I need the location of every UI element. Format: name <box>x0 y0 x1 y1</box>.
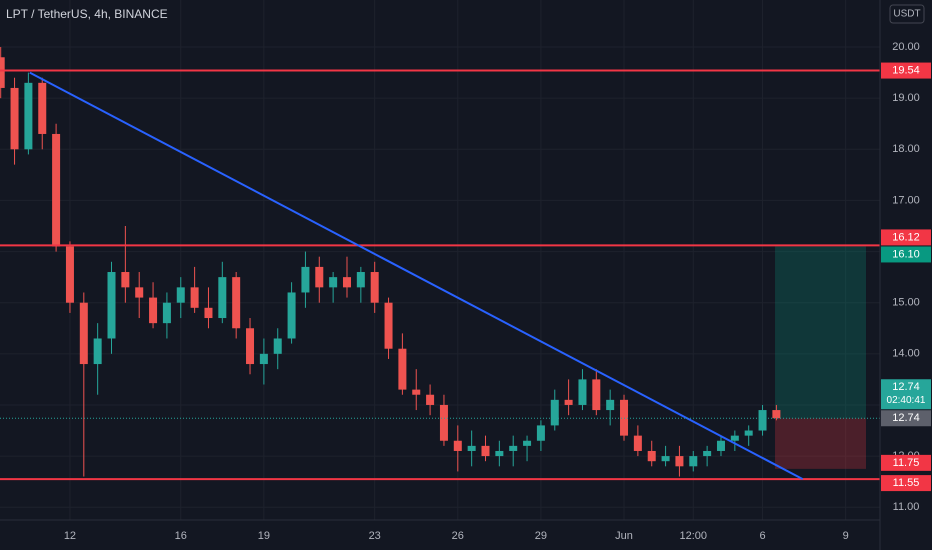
y-tick-label: 15.00 <box>892 297 920 309</box>
currency-box[interactable] <box>889 4 925 24</box>
candle-body <box>356 272 365 288</box>
candle-body <box>536 425 545 441</box>
countdown: 02:40:41 <box>887 395 926 406</box>
candle-body <box>509 445 518 451</box>
candle-body <box>550 399 559 426</box>
candle-body <box>315 266 324 288</box>
candle-body <box>564 399 573 405</box>
candle-body <box>620 399 629 436</box>
candle-body <box>107 272 116 339</box>
candle-body <box>10 87 19 150</box>
y-tick-label: 18.00 <box>892 143 920 155</box>
x-tick-label: 9 <box>843 530 849 542</box>
candle-body <box>633 435 642 451</box>
candle-body <box>689 456 698 467</box>
y-tick-label: 20.00 <box>892 41 920 53</box>
candle-body <box>439 404 448 441</box>
level-tag: 19.54 <box>892 64 920 76</box>
candle-body <box>93 338 102 365</box>
candle-body <box>716 440 725 451</box>
target-tag: 16.10 <box>892 248 920 260</box>
candle-body <box>384 302 393 349</box>
candle-body <box>730 435 739 441</box>
candle-body <box>398 348 407 390</box>
candle-body <box>259 353 268 365</box>
candle-body <box>329 277 338 288</box>
last-price-box <box>881 379 931 410</box>
x-tick-label: Jun <box>615 530 633 542</box>
level-tag: 16.12 <box>892 231 920 243</box>
candle-body <box>65 246 74 303</box>
candle-body <box>246 328 255 365</box>
candle-body <box>467 445 476 451</box>
candle-body <box>121 272 130 288</box>
trend-line <box>29 71 804 480</box>
candle-body <box>232 277 241 329</box>
candle-body <box>38 82 47 134</box>
target-tag-box <box>881 246 931 263</box>
y-tick-label: 19.00 <box>892 92 920 104</box>
candle-body <box>218 277 227 319</box>
candle-body <box>647 450 656 462</box>
candle-body <box>523 440 532 446</box>
candle-body <box>273 338 282 354</box>
stop-tag-box <box>881 454 931 471</box>
candle-body <box>592 379 601 411</box>
candle-body <box>675 456 684 467</box>
candle-body <box>481 445 490 457</box>
candle-body <box>287 292 296 339</box>
candle-body <box>453 440 462 451</box>
candle-body <box>703 450 712 457</box>
x-tick-label: 12:00 <box>680 530 708 542</box>
candle-body <box>426 394 435 405</box>
x-tick-label: 19 <box>258 530 270 542</box>
candle-body <box>176 287 185 303</box>
candle-body <box>370 272 379 303</box>
currency[interactable]: USDT <box>893 9 920 20</box>
x-tick-label: 6 <box>759 530 765 542</box>
position-stop-zone <box>775 418 867 469</box>
entry-tag: 12.74 <box>892 412 920 424</box>
level-tag-box <box>881 475 931 492</box>
y-tick-label: 14.00 <box>892 348 920 360</box>
level-tag-box <box>881 62 931 79</box>
candle-body <box>79 302 88 365</box>
candle-body <box>758 410 767 431</box>
candle-body <box>772 410 781 419</box>
stop-tag: 11.75 <box>893 457 920 469</box>
x-tick-label: 29 <box>535 530 547 542</box>
candle-body <box>204 307 213 319</box>
candle-body <box>149 297 158 324</box>
y-tick-label: 17.00 <box>892 194 920 206</box>
level-tag: 11.55 <box>893 477 920 489</box>
x-tick-label: 23 <box>369 530 381 542</box>
candle-body <box>190 287 199 308</box>
candle-body <box>606 399 615 411</box>
candle-body <box>52 133 61 247</box>
chart-title: LPT / TetherUS, 4h, BINANCE <box>6 7 168 21</box>
candle-body <box>162 302 171 324</box>
last-price: 12.74 <box>892 381 920 393</box>
candle-body <box>342 277 351 288</box>
candle-body <box>301 266 310 293</box>
x-tick-label: 16 <box>175 530 187 542</box>
candle-body <box>495 450 504 457</box>
level-tag-box <box>881 229 931 246</box>
candle-body <box>412 389 421 395</box>
candle-body <box>578 379 587 405</box>
y-tick-label: 11.00 <box>893 501 920 513</box>
candle-body <box>24 82 33 150</box>
x-tick-label: 12 <box>64 530 76 542</box>
candle-body <box>661 456 670 462</box>
entry-tag-box <box>881 410 931 427</box>
x-tick-label: 26 <box>452 530 464 542</box>
candle-body <box>744 430 753 436</box>
candle-body <box>0 57 5 88</box>
position-target-zone <box>775 246 867 419</box>
candle-body <box>135 287 144 298</box>
